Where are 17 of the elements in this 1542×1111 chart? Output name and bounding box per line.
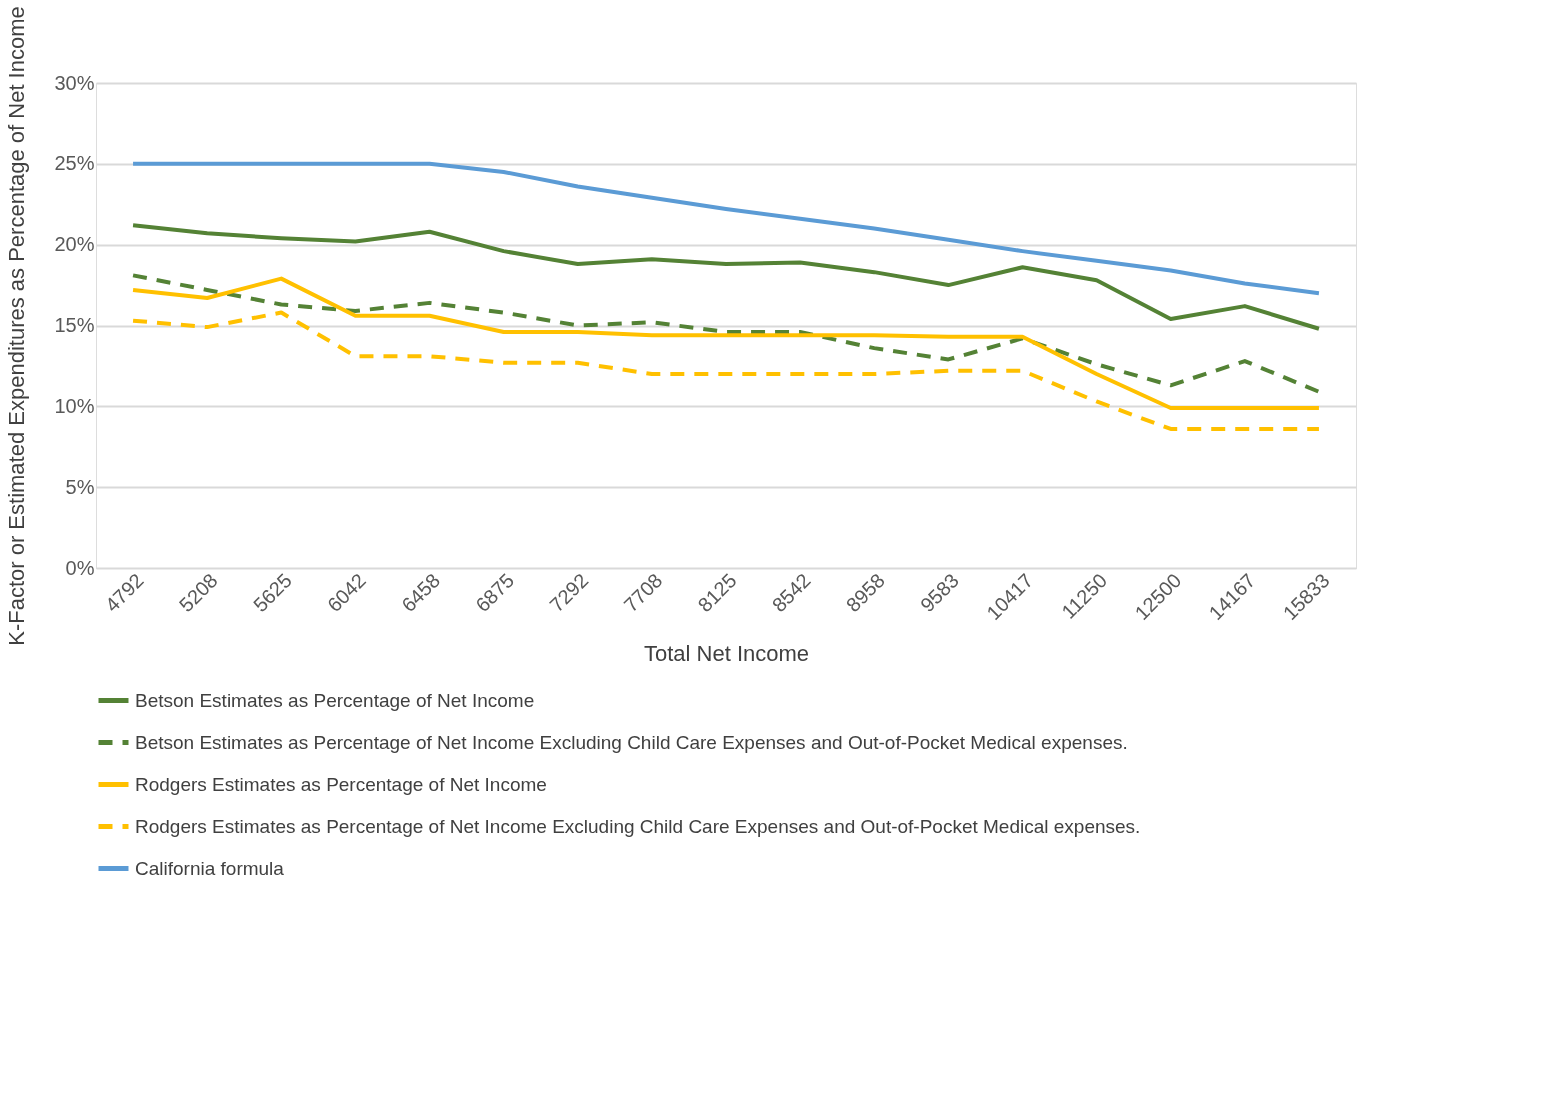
y-tick-label: 25%	[54, 152, 95, 175]
legend-label: Betson Estimates as Percentage of Net Income Excluding Child Care Expenses and Out-of-Pocket Medical expenses.	[135, 731, 1128, 753]
y-tick-label: 30%	[54, 71, 95, 94]
y-tick-label: 10%	[54, 394, 95, 417]
x-axis-title: Total Net Income	[643, 640, 810, 666]
line-series	[131, 310, 1321, 431]
y-tick-label: 5%	[65, 475, 95, 498]
y-tick-label: 0%	[65, 556, 95, 579]
line-series	[131, 161, 1321, 296]
legend-label: Rodgers Estimates as Percentage of Net Income	[135, 773, 547, 795]
legend-label: California formula	[135, 857, 285, 879]
line-series	[131, 223, 1321, 331]
y-tick-label: 20%	[54, 233, 95, 256]
legend-label: Betson Estimates as Percentage of Net Income	[135, 689, 535, 711]
y-tick-label: 15%	[54, 314, 95, 336]
legend-label: Rodgers Estimates as Percentage of Net Income Excluding Child Care Expenses and Out-of-Pocket Medical expenses.	[135, 815, 1141, 837]
y-axis-title: K-Factor or Estimated Expenditures as Percentage of Net Income	[4, 6, 30, 646]
